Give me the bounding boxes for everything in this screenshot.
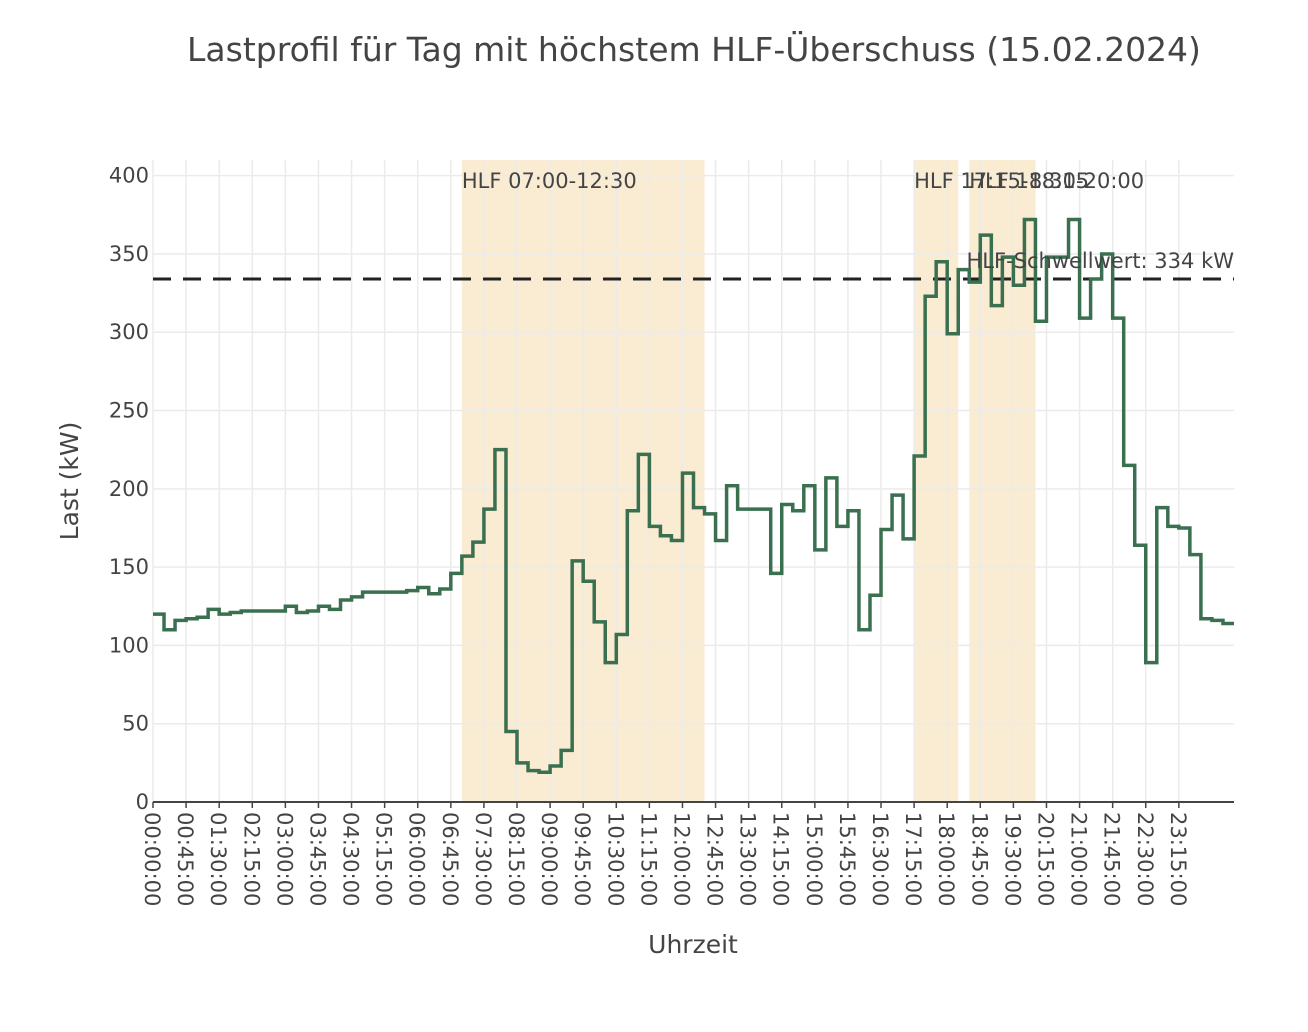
hlf-window-label-2: HLF 17:15-18:15 <box>914 169 1089 193</box>
y-axis-title: Last (kW) <box>55 422 84 541</box>
y-tick-label: 250 <box>109 399 149 423</box>
grid-lines <box>152 160 1234 802</box>
threshold-label: HLF-Schwellwert: 334 kW <box>967 249 1235 273</box>
y-tick-label: 0 <box>136 790 149 814</box>
x-tick-label: 00:00:00 <box>140 812 164 906</box>
x-tick-label: 13:30:00 <box>736 812 760 906</box>
y-tick-label: 50 <box>122 712 149 736</box>
x-tick-label: 07:30:00 <box>471 812 495 906</box>
y-tick-label: 100 <box>109 633 149 657</box>
x-tick-label: 03:00:00 <box>272 812 296 906</box>
x-axis-title: Uhrzeit <box>648 930 738 959</box>
hlf-window-label-1: HLF 07:00-12:30 <box>462 169 637 193</box>
x-tick-label: 20:15:00 <box>1033 812 1057 906</box>
x-tick-label: 04:30:00 <box>339 812 363 906</box>
y-tick-label: 150 <box>109 555 149 579</box>
x-tick-label: 18:00:00 <box>934 812 958 906</box>
x-tick-label: 16:30:00 <box>868 812 892 906</box>
x-tick-label: 09:00:00 <box>537 812 561 906</box>
x-tick-label: 05:15:00 <box>372 812 396 906</box>
x-tick-label: 01:30:00 <box>206 812 230 906</box>
hlf-window-label-3: HLF 18:30-20:00 <box>969 169 1144 193</box>
x-tick-label: 14:15:00 <box>769 812 793 906</box>
y-tick-label: 200 <box>109 477 149 501</box>
x-tick-label: 21:45:00 <box>1100 812 1124 906</box>
x-tick-label: 17:15:00 <box>901 812 925 906</box>
x-tick-label: 18:45:00 <box>967 812 991 906</box>
x-tick-label: 09:45:00 <box>570 812 594 906</box>
x-tick-label: 15:00:00 <box>802 812 826 906</box>
x-tick-label: 19:30:00 <box>1000 812 1024 906</box>
axes: 0 50 100 150 200 250 300 350 400 00:00:00 00:45:00… <box>55 164 1234 959</box>
y-tick-label: 350 <box>109 242 149 266</box>
x-tick-label: 10:30:00 <box>603 812 627 906</box>
x-tick-label: 12:45:00 <box>703 812 727 906</box>
hlf-window-band-2 <box>914 160 959 802</box>
x-tick-label: 15:45:00 <box>835 812 859 906</box>
x-tick-label: 03:45:00 <box>305 812 329 906</box>
chart-title: Lastprofil für Tag mit höchstem HLF-Über… <box>187 30 1201 69</box>
x-tick-label: 00:45:00 <box>173 812 197 906</box>
x-tick-label: 23:15:00 <box>1166 812 1190 906</box>
x-tick-label: 06:00:00 <box>405 812 429 906</box>
y-tick-label: 400 <box>109 164 149 188</box>
x-tick-label: 22:30:00 <box>1133 812 1157 906</box>
x-tick-label: 02:15:00 <box>239 812 263 906</box>
load-line <box>153 217 1234 774</box>
load-series <box>153 217 1234 774</box>
x-tick-label: 21:00:00 <box>1067 812 1091 906</box>
x-tick-label: 08:15:00 <box>504 812 528 906</box>
x-tick-label: 12:00:00 <box>669 812 693 906</box>
x-tick-label: 06:45:00 <box>438 812 462 906</box>
x-tick-label: 11:15:00 <box>636 812 660 906</box>
y-tick-label: 300 <box>109 320 149 344</box>
